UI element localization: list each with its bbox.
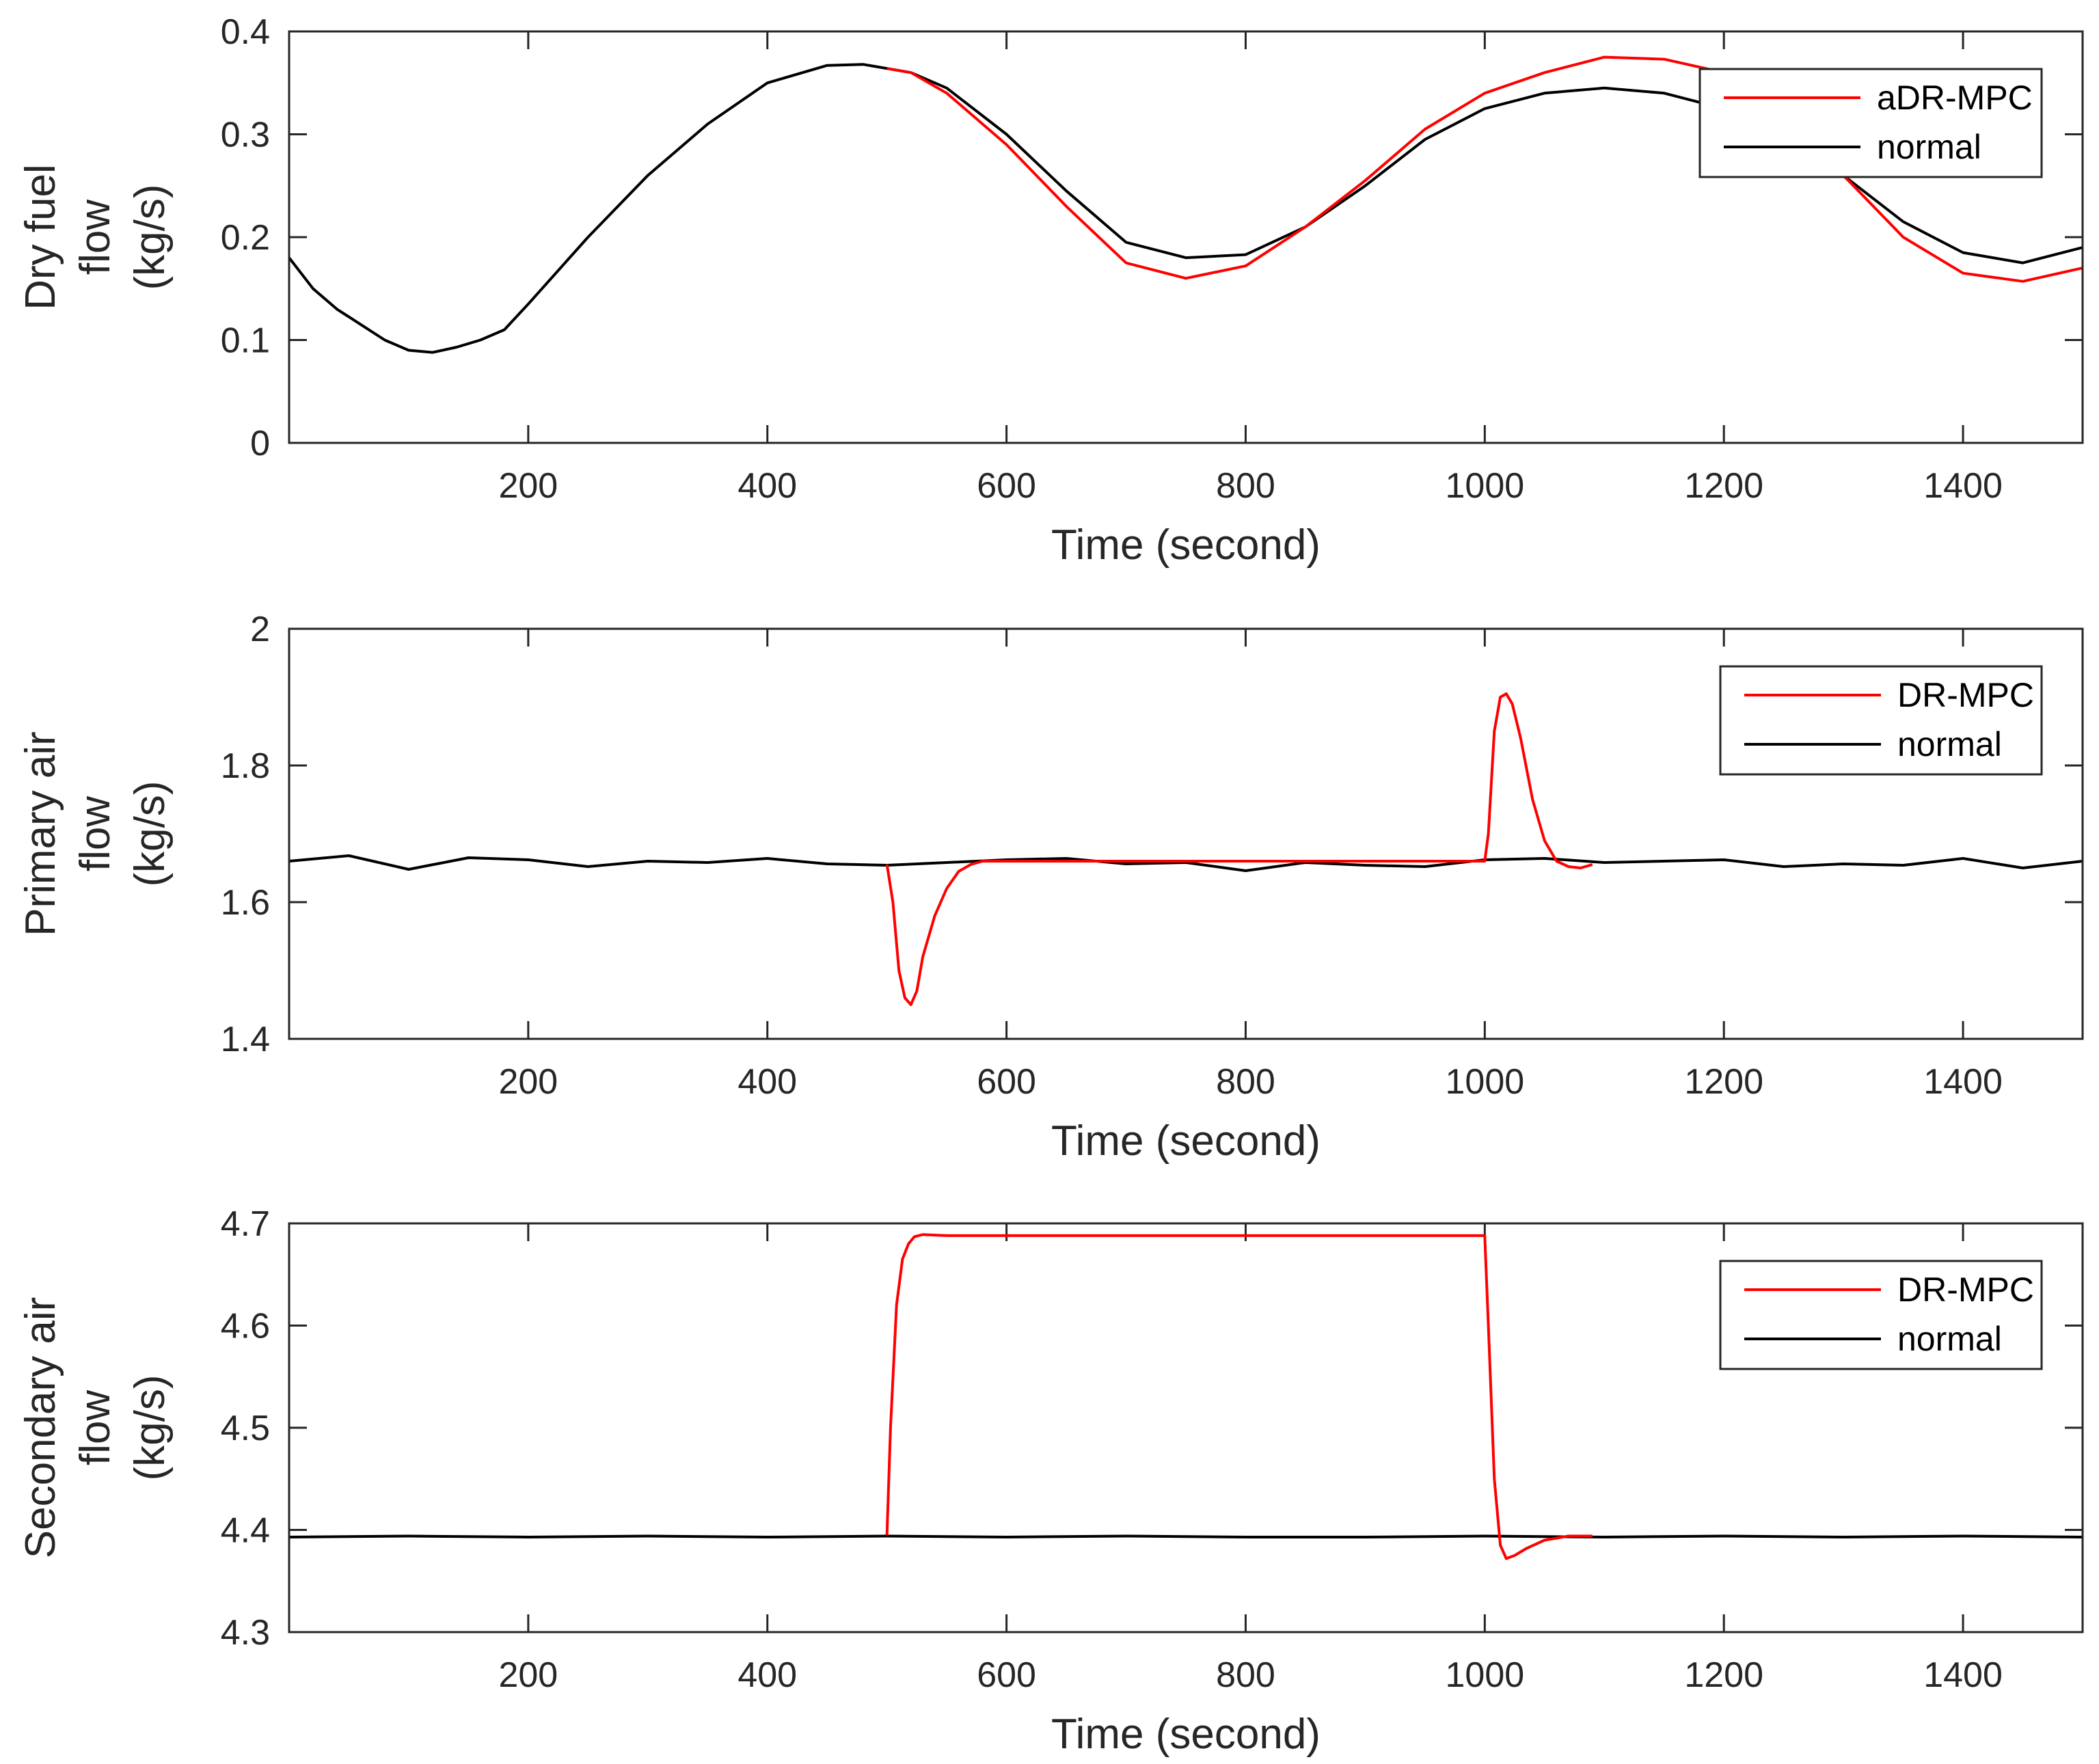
legend-entry-label: normal	[1897, 1320, 2002, 1358]
legend-entry-label: DR-MPC	[1897, 676, 2034, 714]
x-tick-label: 1200	[1684, 466, 1763, 506]
chart-panel-1: 200 400 600 800 1000 1200 1400 0 0.1 0.2 0.3 0.4 Tim…	[17, 12, 2084, 569]
legend-box	[1698, 68, 2043, 178]
legend: DR-MPC normal	[1719, 665, 2043, 776]
x-tick-label: 800	[1216, 1655, 1275, 1695]
x-tick-label: 400	[737, 1062, 797, 1102]
legend-box	[1719, 665, 2043, 776]
axes-box	[288, 30, 2084, 444]
x-axis-label: Time (second)	[1051, 521, 1321, 569]
y-tick-label: 4.5	[221, 1409, 270, 1448]
y-axis-label-line: flow	[72, 1390, 119, 1465]
y-tick-label: 0.3	[221, 116, 270, 155]
legend-entry-label: normal	[1877, 128, 1981, 166]
y-tick-label: 4.3	[221, 1613, 270, 1653]
y-tick-label: 0	[250, 424, 270, 463]
y-axis-label-line: (kg/s)	[126, 1375, 174, 1481]
x-tick-label: 800	[1216, 466, 1275, 506]
x-tick-label: 600	[977, 1655, 1036, 1695]
x-tick-label: 1400	[1923, 1062, 2003, 1102]
y-tick-label: 1.8	[221, 746, 270, 786]
y-axis-label-line: Secondary air	[17, 1297, 64, 1559]
x-tick-label: 200	[498, 1062, 558, 1102]
y-tick-label: 0.4	[221, 12, 270, 52]
series-line-normal	[288, 1534, 2083, 1538]
y-tick-label: 1.4	[221, 1020, 270, 1059]
x-tick-label: 1400	[1923, 1655, 2003, 1695]
x-tick-label: 400	[737, 466, 797, 506]
legend-entry-label: DR-MPC	[1897, 1271, 2034, 1309]
x-tick-label: 1200	[1684, 1062, 1763, 1102]
y-axis-label-line: (kg/s)	[126, 781, 174, 887]
x-axis-label: Time (second)	[1051, 1711, 1321, 1758]
y-tick-label: 4.6	[221, 1307, 270, 1346]
x-tick-label: 600	[977, 466, 1036, 506]
x-tick-label: 200	[498, 466, 558, 506]
chart-panel-3: 200 400 600 800 1000 1200 1400 4.3 4.4 4.5 4.6 4.7 T…	[17, 1204, 2084, 1758]
axes-box	[288, 627, 2084, 1040]
chart-panel-2: 200 400 600 800 1000 1200 1400 1.4 1.6 1.8 2 Time (…	[17, 610, 2084, 1165]
series-line-dr-mpc	[885, 1233, 1593, 1560]
legend: aDR-MPC normal	[1698, 68, 2043, 178]
y-tick-label: 1.6	[221, 883, 270, 923]
y-tick-label: 4.7	[221, 1204, 270, 1244]
y-axis-label-line: flow	[72, 796, 119, 871]
x-tick-label: 800	[1216, 1062, 1275, 1102]
y-tick-label: 0.2	[221, 218, 270, 258]
series-line-dr-mpc	[885, 692, 1593, 1006]
x-tick-label: 1400	[1923, 466, 2003, 506]
x-tick-label: 200	[498, 1655, 558, 1695]
x-axis-label: Time (second)	[1051, 1117, 1321, 1165]
y-axis-label-line: Primary air	[17, 731, 64, 936]
legend-box	[1719, 1260, 2043, 1370]
x-tick-label: 400	[737, 1655, 797, 1695]
x-tick-label: 1200	[1684, 1655, 1763, 1695]
y-axis-label-line: (kg/s)	[126, 185, 174, 290]
legend-entry-label: normal	[1897, 725, 2002, 763]
y-tick-label: 4.4	[221, 1511, 270, 1551]
x-tick-label: 1000	[1445, 1062, 1524, 1102]
y-axis-label-line: flow	[72, 200, 119, 275]
axes-box	[288, 1222, 2084, 1633]
x-tick-label: 600	[977, 1062, 1036, 1102]
y-tick-label: 0.1	[221, 321, 270, 361]
y-tick-label: 2	[250, 610, 270, 649]
legend-entry-label: aDR-MPC	[1877, 79, 2033, 117]
x-tick-label: 1000	[1445, 1655, 1524, 1695]
x-tick-label: 1000	[1445, 466, 1524, 506]
series-line-adr-mpc	[886, 55, 2083, 283]
legend: DR-MPC normal	[1719, 1260, 2043, 1370]
y-axis-label-line: Dry fuel	[17, 164, 64, 310]
